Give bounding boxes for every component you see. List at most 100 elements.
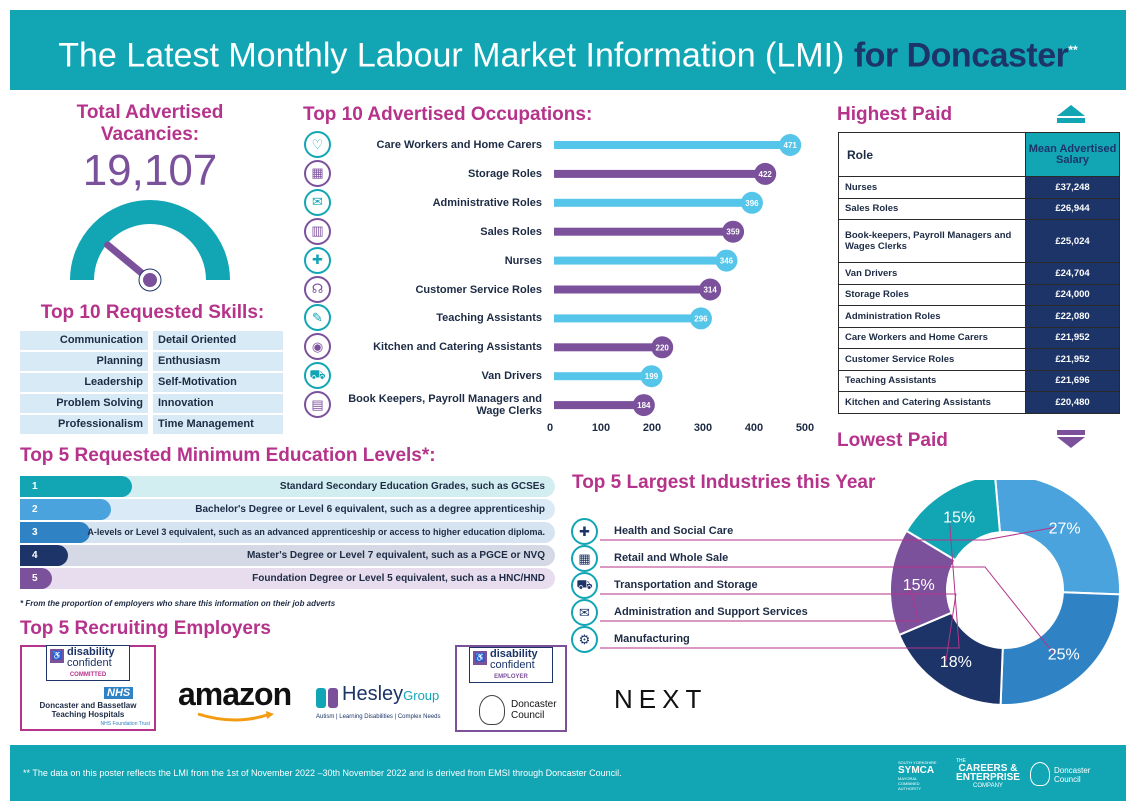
occupation-label: Van Drivers bbox=[481, 370, 542, 383]
dc-committed: COMMITTED bbox=[69, 672, 107, 678]
employer-amazon-logo: amazon bbox=[178, 676, 292, 712]
dc-word1: disability bbox=[67, 646, 115, 658]
education-title: Top 5 Requested Minimum Education Levels… bbox=[20, 445, 436, 466]
education-row: 1 Standard Secondary Education Grades, su… bbox=[20, 476, 555, 497]
occupation-value-label: 359 bbox=[726, 228, 740, 237]
nhs-name: Doncaster and Bassetlaw Teaching Hospita… bbox=[39, 701, 137, 719]
x-tick-label: 0 bbox=[547, 422, 553, 434]
van-icon: ⛟ bbox=[304, 362, 331, 390]
hesley-icon bbox=[316, 686, 342, 710]
salary-row: Administration Roles £22,080 bbox=[838, 305, 1120, 328]
education-row: 3 A-levels or Level 3 equivalent, such as… bbox=[20, 522, 555, 543]
careers-line1: CAREERS & bbox=[958, 763, 1018, 774]
salary-role: Customer Service Roles bbox=[838, 348, 1026, 371]
skill-left: Professionalism bbox=[20, 415, 148, 434]
disability-confident-badge: ♿ disability confident COMMITTED bbox=[46, 645, 130, 681]
occupation-value-label: 314 bbox=[703, 286, 717, 295]
industry-label: Transportation and Storage bbox=[614, 579, 758, 591]
admin-icon: ✉ bbox=[304, 188, 331, 216]
salary-value: £21,952 bbox=[1025, 326, 1120, 349]
salary-value: £26,944 bbox=[1025, 197, 1120, 220]
truck-icon: ⛟ bbox=[571, 572, 598, 599]
nhs-badge: NHS bbox=[104, 687, 134, 699]
careers-the: THE bbox=[956, 758, 966, 764]
donut-slice bbox=[994, 480, 1121, 596]
salary-row: Storage Roles £24,000 bbox=[838, 283, 1120, 306]
salary-value: £37,248 bbox=[1025, 176, 1120, 199]
industry-label: Manufacturing bbox=[614, 633, 690, 645]
education-row: 2 Bachelor's Degree or Level 6 equivalent… bbox=[20, 499, 555, 520]
salary-row: Teaching Assistants £21,696 bbox=[838, 369, 1120, 392]
education-bar: 5 bbox=[20, 568, 53, 589]
occupation-bar bbox=[554, 343, 659, 352]
hesley-tagline: Autism | Learning Disabilities | Complex… bbox=[316, 714, 441, 720]
occupation-value-label: 184 bbox=[637, 401, 651, 410]
col-salary-header: Mean Advertised Salary bbox=[1025, 132, 1120, 177]
ledger-icon: ▤ bbox=[304, 391, 331, 419]
occupations-bar-chart: 471 422 396 359 346 314 296 220 199 184 0 100 200 300… bbox=[547, 134, 814, 434]
occupation-bar bbox=[554, 285, 707, 294]
occupation-value-bubble bbox=[740, 191, 763, 214]
education-bar-bg bbox=[20, 522, 555, 543]
industry-leader-line bbox=[600, 516, 960, 649]
footer-crest-icon bbox=[1030, 762, 1050, 786]
occupation-label: Storage Roles bbox=[468, 167, 542, 180]
occupation-value-label: 199 bbox=[645, 372, 659, 381]
occupation-bar bbox=[554, 198, 748, 207]
x-tick-label: 200 bbox=[643, 422, 661, 434]
salary-role: Sales Roles bbox=[838, 197, 1026, 220]
education-bar-bg bbox=[20, 499, 555, 520]
x-tick-label: 400 bbox=[745, 422, 763, 434]
salary-row: Sales Roles £26,944 bbox=[838, 197, 1120, 220]
admin-support-icon: ✉ bbox=[571, 599, 598, 626]
arrow-up-icon bbox=[1057, 105, 1085, 123]
page-title: The Latest Monthly Labour Market Informa… bbox=[10, 10, 1126, 90]
education-bar-bg bbox=[20, 476, 555, 497]
salary-role: Van Drivers bbox=[838, 262, 1026, 285]
industries-donut-chart: 27% 25% 18% 15% 15% bbox=[600, 480, 1121, 706]
salary-role: Care Workers and Home Carers bbox=[838, 326, 1026, 349]
occupation-bar bbox=[554, 141, 787, 149]
education-footnote: * From the proportion of employers who s… bbox=[20, 599, 336, 608]
education-row: 4 Master's Degree or Level 7 equivalent, … bbox=[20, 545, 555, 566]
occupation-value-bubble bbox=[632, 394, 655, 417]
occupations-title: Top 10 Advertised Occupations: bbox=[303, 104, 593, 125]
occupation-bar bbox=[554, 169, 762, 178]
education-text: A-levels or Level 3 equivalent, such as … bbox=[87, 527, 545, 537]
employer-hesley-logo: HesleyGroup bbox=[342, 683, 439, 706]
symca-small: SOUTH YORKSHIRE bbox=[898, 760, 937, 765]
skill-right: Enthusiasm bbox=[153, 352, 283, 371]
council-crest-icon bbox=[479, 695, 505, 725]
occupation-value-bubble bbox=[779, 134, 802, 156]
occupation-label: Book Keepers, Payroll Managers and Wage … bbox=[348, 393, 542, 418]
education-bar: 1 bbox=[20, 476, 133, 497]
industry-percent-label: 25% bbox=[1048, 646, 1080, 663]
occupation-label: Teaching Assistants bbox=[436, 312, 542, 325]
education-text: Foundation Degree or Level 5 equivalent,… bbox=[252, 573, 545, 584]
storage-icon: ▦ bbox=[304, 159, 331, 187]
occupation-bar bbox=[554, 401, 640, 410]
title-for-doncaster: for Doncaster bbox=[853, 36, 1069, 75]
occupation-label: Care Workers and Home Carers bbox=[376, 139, 542, 151]
occupation-bar bbox=[554, 314, 697, 323]
header-banner: The Latest Monthly Labour Market Informa… bbox=[10, 10, 1126, 90]
salary-role: Nurses bbox=[838, 176, 1026, 199]
skill-right: Time Management bbox=[153, 415, 283, 434]
symca-logo: SOUTH YORKSHIRE SYMCA MAYORAL COMBINED A… bbox=[898, 760, 948, 791]
education-row: 5 Foundation Degree or Level 5 equivalent… bbox=[20, 568, 555, 589]
industry-percent-label: 27% bbox=[1049, 520, 1081, 537]
skill-left: Planning bbox=[20, 352, 148, 371]
skill-left: Leadership bbox=[20, 373, 148, 392]
occupation-value-bubble bbox=[715, 249, 738, 272]
hesley-name: Hesley bbox=[342, 683, 404, 705]
occupation-value-label: 346 bbox=[720, 257, 734, 266]
occupation-label: Nurses bbox=[504, 254, 542, 267]
industry-leader-line bbox=[600, 583, 920, 622]
industry-label: Health and Social Care bbox=[614, 525, 734, 537]
symca-sub: MAYORAL COMBINED AUTHORITY bbox=[898, 776, 922, 791]
salary-role: Book-keepers, Payroll Managers and Wages… bbox=[838, 219, 1026, 263]
education-text: Bachelor's Degree or Level 6 equivalent,… bbox=[195, 504, 545, 515]
salary-row: Nurses £37,248 bbox=[838, 176, 1120, 199]
salary-value: £21,952 bbox=[1025, 348, 1120, 371]
x-tick-label: 300 bbox=[694, 422, 712, 434]
